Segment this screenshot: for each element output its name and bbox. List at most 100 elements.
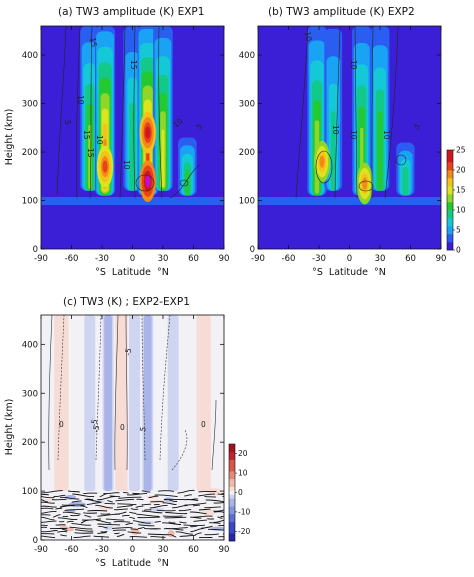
colorbar-swatch <box>447 214 453 219</box>
colorbar-tick-label: 20 <box>456 166 466 175</box>
contour-line <box>41 501 224 506</box>
contour-line <box>395 154 407 166</box>
y-tick-label: 400 <box>22 51 38 61</box>
amplitude-maximum <box>102 160 108 173</box>
colorbar-swatch <box>229 494 235 499</box>
contour-line <box>371 26 374 199</box>
contour-label: 0 <box>201 420 206 429</box>
colorbar-swatch <box>447 162 453 167</box>
colorbar-swatch <box>447 210 453 215</box>
panel-a-title: (a) TW3 amplitude (K) EXP1 <box>58 6 204 18</box>
panel-c-y-label: Height (km) <box>4 399 15 456</box>
contour-line <box>354 26 358 199</box>
panel-b-contour-labels: 10 10 10 10 10 5 <box>303 31 422 140</box>
colorbar-swatch <box>447 190 453 195</box>
x-tick-label: 30 <box>158 254 169 264</box>
panel-a-y-label: Height (km) <box>4 109 15 166</box>
colorbar-swatch <box>447 206 453 211</box>
amplitude-maximum <box>319 155 325 168</box>
colorbar-swatch <box>229 517 235 522</box>
difference-band <box>196 315 211 492</box>
contour-label: 10 <box>382 130 391 140</box>
x-tick-label: -30 <box>95 545 109 555</box>
contour-line <box>41 513 224 518</box>
colorbar-swatch <box>229 490 235 495</box>
colorbar-swatch <box>447 166 453 171</box>
contour-label: 10 <box>349 60 358 70</box>
y-tick-label: 0 <box>250 245 255 255</box>
panel-c-contours <box>48 315 217 471</box>
panel-a-plot: 15 15 15 10 10 10 10 15 5 5 <box>41 26 224 249</box>
contour-line <box>315 150 333 184</box>
y-tick-label: 400 <box>22 340 38 350</box>
contour-label: 15 <box>88 37 99 48</box>
x-tick-label: -60 <box>65 545 79 555</box>
contour-line <box>179 179 189 187</box>
colorbar-tick-label: 20 <box>238 449 248 458</box>
difference-cell <box>104 525 114 531</box>
colorbar-swatch <box>447 186 453 191</box>
difference-band <box>129 315 141 492</box>
contour-label: 15 <box>86 148 95 158</box>
colorbar-swatch <box>229 506 235 511</box>
y-tick-label: 0 <box>33 536 38 546</box>
contour-line <box>171 429 188 471</box>
contour-line <box>384 26 399 199</box>
contour-line <box>95 315 102 461</box>
contour-line <box>48 315 53 471</box>
difference-band <box>104 315 112 492</box>
colorbar-swatch <box>229 513 235 519</box>
contour-line <box>211 399 217 471</box>
amplitude-maximum <box>145 126 151 139</box>
contour-line <box>41 492 224 498</box>
colorbar-tick-label: -20 <box>238 527 250 536</box>
contour-line <box>358 180 374 192</box>
contour-line <box>119 26 126 199</box>
colorbar-swatch <box>447 202 453 207</box>
colorbar-swatch <box>447 182 453 187</box>
amplitude-band <box>330 111 336 191</box>
difference-cell <box>98 506 114 510</box>
panel-a-axes: -90 -60 -30 0 30 60 90 0 100 200 300 400 <box>22 26 230 264</box>
colorbar-swatch <box>229 471 235 476</box>
panel-a: (a) TW3 amplitude (K) EXP1 15 15 15 10 <box>4 6 229 278</box>
contour-label: -5 <box>123 347 133 356</box>
amplitude-band <box>185 170 190 196</box>
contour-line <box>41 510 224 515</box>
y-tick-label: 100 <box>22 197 38 207</box>
contour-line <box>295 26 309 199</box>
panel-c-colorbar: -20 -10 0 10 20 <box>228 443 250 542</box>
colorbar-tick-label: 5 <box>456 226 461 235</box>
colorbar-swatch <box>447 226 453 231</box>
y-tick-label: 300 <box>22 389 38 399</box>
contour-line <box>76 26 81 199</box>
contour-line <box>41 516 223 521</box>
colorbar-tick-label: 10 <box>456 206 466 215</box>
contour-line <box>41 530 224 536</box>
contour-label: 10 <box>331 125 340 135</box>
colorbar-swatch <box>229 475 235 480</box>
contour-line <box>135 174 155 192</box>
contour-label: -5 <box>91 424 101 433</box>
x-tick-label: 90 <box>219 254 230 264</box>
y-tick-label: 100 <box>22 487 38 497</box>
difference-band <box>167 315 179 492</box>
x-tick-label: 90 <box>436 254 447 264</box>
colorbar-swatch <box>229 444 235 449</box>
contour-line <box>41 507 224 512</box>
panel-b-colorbar: 0 5 10 15 20 25 <box>446 146 466 255</box>
colorbar-swatch <box>447 178 453 183</box>
contour-label: 5 <box>63 120 72 125</box>
contour-line <box>159 315 171 461</box>
x-tick-label: -90 <box>251 254 265 264</box>
colorbar-swatch <box>447 194 453 199</box>
colorbar-swatch <box>447 238 453 243</box>
contour-line <box>41 519 224 524</box>
colorbar-swatch <box>447 242 453 247</box>
amplitude-band <box>161 129 165 187</box>
panel-b-background <box>258 26 441 249</box>
colorbar-swatch <box>229 498 235 503</box>
colorbar-swatch <box>229 451 235 456</box>
contour-line <box>133 26 136 199</box>
colorbar-swatch <box>447 234 453 239</box>
